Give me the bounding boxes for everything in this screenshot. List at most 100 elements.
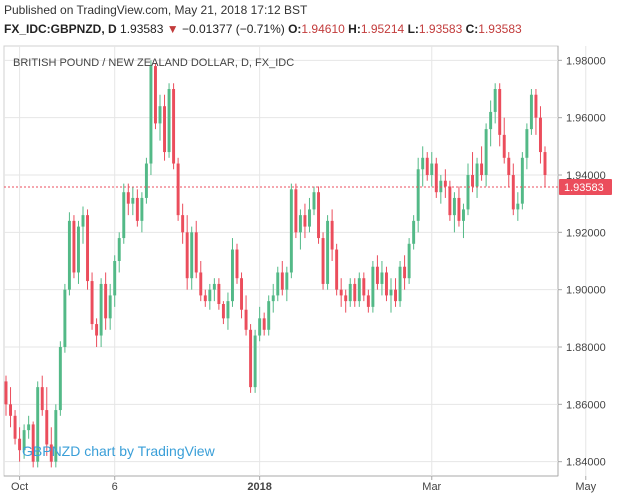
- y-tick-label: 1.96000: [566, 113, 606, 125]
- candle-up: [380, 261, 384, 296]
- candle-body: [298, 215, 302, 233]
- candle-up: [117, 232, 121, 273]
- candle-down: [176, 157, 180, 221]
- y-tick-label: 1.84000: [566, 457, 606, 469]
- candle-up: [230, 238, 234, 307]
- candle-body: [335, 249, 339, 290]
- candle-body: [498, 89, 502, 135]
- candle-up: [190, 226, 194, 290]
- candle-down: [262, 312, 266, 336]
- y-tick-label: 1.92000: [566, 227, 606, 239]
- candle-down: [181, 203, 185, 244]
- candle-body: [344, 295, 348, 302]
- candle-down: [86, 209, 90, 290]
- candle-body: [525, 129, 529, 158]
- candle-down: [403, 255, 407, 290]
- candle-up: [63, 283, 67, 353]
- candle-body: [185, 232, 189, 279]
- candle-down: [507, 152, 511, 187]
- candle-body: [31, 424, 35, 462]
- candle-up: [520, 152, 524, 210]
- candle-body: [131, 197, 135, 204]
- candle-body: [235, 249, 239, 279]
- candle-body: [226, 301, 230, 319]
- candle-up: [307, 197, 311, 233]
- candle-body: [203, 295, 207, 302]
- candle-body: [321, 238, 325, 284]
- candle-body: [153, 66, 157, 124]
- candle-body: [27, 424, 31, 431]
- candle-body: [330, 220, 334, 250]
- candle-body: [371, 266, 375, 307]
- candle-down: [317, 186, 321, 244]
- candle-down: [249, 324, 253, 393]
- candle-up: [158, 94, 162, 141]
- candle-down: [480, 146, 484, 181]
- candle-down: [194, 220, 198, 279]
- candle-down: [95, 318, 99, 347]
- candle-body: [244, 309, 248, 330]
- candle-body: [307, 209, 311, 227]
- high-label: H:: [348, 22, 361, 36]
- time-axis: Oct 6 2018 Mar May: [11, 476, 597, 493]
- candle-body: [149, 66, 153, 164]
- candle-body: [76, 226, 80, 273]
- candle-body: [122, 192, 126, 239]
- candle-body: [158, 106, 162, 124]
- candle-body: [471, 175, 475, 187]
- candle-down: [434, 157, 438, 198]
- candle-body: [407, 243, 411, 279]
- candle-down: [153, 63, 157, 130]
- candle-body: [466, 175, 470, 210]
- candle-up: [54, 404, 58, 468]
- candle-body: [294, 189, 298, 233]
- candle-body: [190, 232, 194, 279]
- candle-down: [40, 375, 44, 416]
- candle-up: [267, 295, 271, 336]
- candle-up: [149, 60, 153, 175]
- candle-body: [267, 301, 271, 330]
- candle-up: [144, 157, 148, 204]
- candle-body: [18, 438, 22, 451]
- candle-body: [199, 272, 203, 296]
- symbol-label[interactable]: FX_IDC:GBPNZD, D: [4, 22, 117, 36]
- candle-body: [375, 266, 379, 284]
- candle-body: [461, 209, 465, 221]
- candle-body: [425, 157, 429, 175]
- candle-body: [208, 289, 212, 302]
- candle-body: [172, 89, 176, 164]
- candle-body: [253, 335, 257, 388]
- candle-body: [326, 220, 330, 284]
- candle-down: [244, 295, 248, 336]
- candle-up: [27, 415, 31, 439]
- candle-up: [22, 424, 26, 459]
- candle-up: [76, 220, 80, 284]
- candle-body: [520, 157, 524, 204]
- candle-body: [480, 163, 484, 175]
- candle-body: [262, 318, 266, 330]
- candle-down: [330, 209, 334, 261]
- candle-down: [543, 146, 547, 187]
- candle-body: [394, 289, 398, 302]
- candle-down: [4, 375, 8, 416]
- candle-body: [398, 266, 402, 302]
- open-value: 1.94610: [301, 22, 345, 36]
- candle-body: [475, 163, 479, 187]
- candle-down: [172, 83, 176, 170]
- candle-body: [362, 278, 366, 296]
- y-tick-label: 1.98000: [566, 55, 606, 67]
- candle-down: [235, 243, 239, 284]
- candle-down: [90, 272, 94, 330]
- candle-body: [54, 410, 58, 462]
- candle-body: [348, 283, 352, 302]
- candle-down: [185, 215, 189, 290]
- candle-body: [72, 220, 76, 273]
- candle-down: [126, 183, 130, 216]
- candle-body: [430, 163, 434, 175]
- candle-body: [140, 197, 144, 221]
- candle-up: [167, 83, 171, 158]
- candle-body: [194, 232, 198, 273]
- x-tick-label: 6: [112, 481, 118, 493]
- candle-down: [13, 410, 17, 445]
